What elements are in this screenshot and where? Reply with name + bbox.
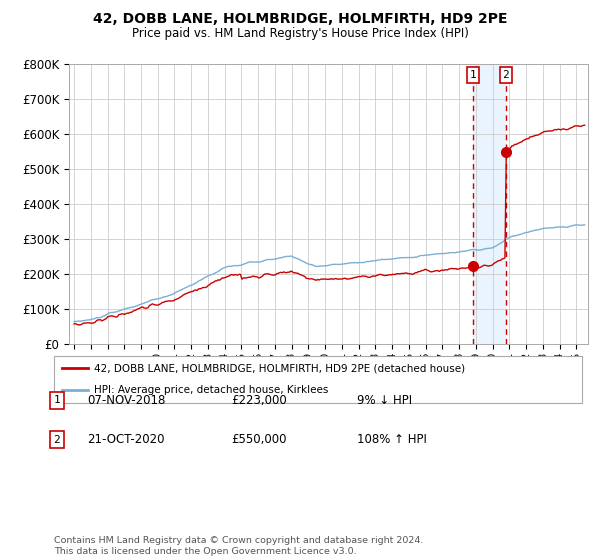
Bar bbox=[473, 64, 506, 344]
FancyBboxPatch shape bbox=[54, 356, 582, 403]
Text: 9% ↓ HPI: 9% ↓ HPI bbox=[357, 394, 412, 407]
Text: Price paid vs. HM Land Registry's House Price Index (HPI): Price paid vs. HM Land Registry's House … bbox=[131, 27, 469, 40]
Text: 1: 1 bbox=[53, 395, 61, 405]
Text: 2: 2 bbox=[503, 70, 509, 80]
Text: 42, DOBB LANE, HOLMBRIDGE, HOLMFIRTH, HD9 2PE (detached house): 42, DOBB LANE, HOLMBRIDGE, HOLMFIRTH, HD… bbox=[94, 363, 465, 374]
Text: 108% ↑ HPI: 108% ↑ HPI bbox=[357, 433, 427, 446]
Text: £550,000: £550,000 bbox=[231, 433, 287, 446]
Text: £223,000: £223,000 bbox=[231, 394, 287, 407]
Text: 42, DOBB LANE, HOLMBRIDGE, HOLMFIRTH, HD9 2PE: 42, DOBB LANE, HOLMBRIDGE, HOLMFIRTH, HD… bbox=[93, 12, 507, 26]
Text: 07-NOV-2018: 07-NOV-2018 bbox=[87, 394, 166, 407]
Text: 1: 1 bbox=[470, 70, 476, 80]
Text: 21-OCT-2020: 21-OCT-2020 bbox=[87, 433, 164, 446]
Text: HPI: Average price, detached house, Kirklees: HPI: Average price, detached house, Kirk… bbox=[94, 385, 328, 395]
Text: 2: 2 bbox=[53, 435, 61, 445]
Text: Contains HM Land Registry data © Crown copyright and database right 2024.
This d: Contains HM Land Registry data © Crown c… bbox=[54, 536, 424, 556]
